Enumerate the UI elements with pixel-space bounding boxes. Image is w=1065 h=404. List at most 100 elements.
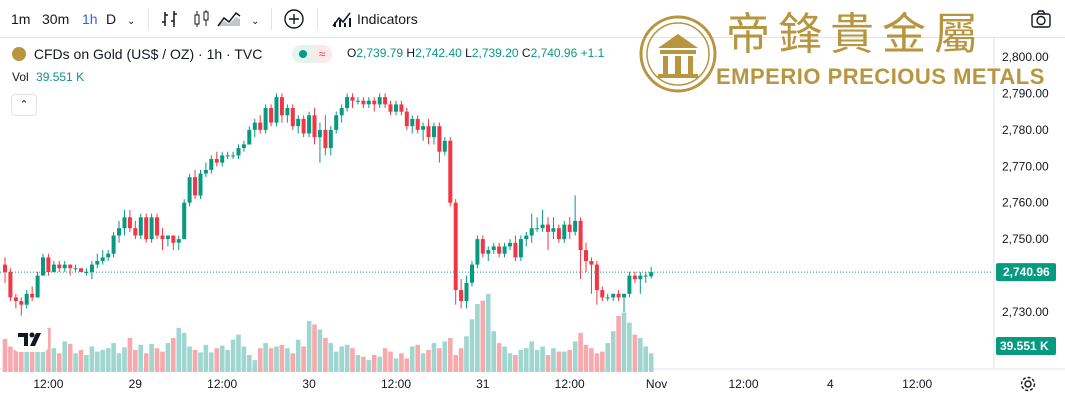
candle-body	[111, 235, 116, 254]
candle-body	[567, 224, 572, 232]
chevron-down-icon[interactable]: ⌄	[127, 16, 136, 27]
candle-body	[383, 97, 388, 105]
volume-bar	[339, 346, 344, 372]
candle-body	[453, 202, 458, 291]
volume-bar	[51, 348, 57, 372]
price-tick-label: 2,770.00	[1002, 159, 1049, 173]
volume-bar	[138, 344, 143, 372]
price-chart[interactable]: 2,730.002,740.002,750.002,760.002,770.00…	[0, 38, 1065, 404]
candle-body	[442, 140, 447, 152]
interval-1m-button[interactable]: 1m	[11, 11, 31, 27]
chevron-down-icon[interactable]: ⌄	[251, 16, 260, 27]
candle-body	[236, 148, 241, 156]
volume-value: 39.551 K	[36, 70, 85, 84]
interval-30m-button[interactable]: 30m	[42, 11, 70, 27]
candle-body	[57, 264, 62, 269]
interval-1h-button[interactable]: 1h	[82, 11, 98, 27]
add-plus-icon[interactable]	[283, 8, 305, 30]
volume-bar	[279, 344, 285, 372]
candle-body	[497, 246, 502, 254]
candle-body	[432, 126, 436, 138]
candle-body	[480, 239, 485, 254]
candle-body	[323, 129, 328, 149]
volume-bar	[589, 348, 594, 372]
candle-body	[241, 144, 246, 148]
candle-body	[605, 297, 610, 299]
volume-bar	[366, 360, 372, 372]
candle-body	[13, 297, 18, 301]
ohlc-values: O2,739.79 H2,742.40 L2,739.20 C2,740.96 …	[347, 46, 604, 60]
candle-body	[160, 235, 165, 240]
volume-bar	[241, 346, 247, 372]
candle-body	[100, 257, 105, 261]
wave-icon: ≈	[312, 45, 332, 63]
candle-body	[508, 242, 512, 247]
candle-body	[627, 275, 632, 294]
candle-body	[46, 257, 51, 272]
volume-bar	[415, 344, 420, 372]
interval-d-button[interactable]: D	[106, 11, 117, 27]
volume-bar	[567, 349, 572, 372]
candle-body	[176, 239, 181, 243]
candle-body	[524, 235, 529, 240]
settings-gear-icon[interactable]	[1019, 375, 1037, 393]
candle-body	[464, 282, 469, 302]
candle-body	[73, 268, 78, 270]
candle-body	[187, 177, 192, 203]
candle-body	[231, 155, 236, 157]
camera-icon[interactable]	[1030, 8, 1052, 30]
volume-bar	[545, 355, 551, 372]
volume-bar	[127, 338, 133, 372]
candle-body	[263, 108, 268, 130]
volume-bar	[225, 349, 230, 372]
low-label: L	[465, 46, 472, 60]
collapse-legend-button[interactable]: ⌃	[11, 94, 37, 116]
volume-bar	[122, 347, 127, 372]
volume-bar	[306, 321, 312, 372]
volume-bar	[209, 352, 214, 372]
volume-bar	[475, 304, 480, 372]
candle-body	[84, 271, 89, 273]
candle-body	[133, 228, 138, 236]
symbol-title[interactable]: CFDs on Gold (US$ / OZ) · 1h · TVC	[33, 46, 263, 62]
candle-body	[214, 159, 219, 163]
logo-english-text: EMPERIO PRECIOUS METALS	[716, 64, 1045, 89]
candle-body	[252, 122, 257, 130]
time-tick-label: 12:00	[728, 377, 758, 391]
candle-body	[24, 293, 29, 305]
current-volume-label-bg	[996, 337, 1056, 355]
indicators-icon[interactable]	[331, 9, 353, 29]
current-volume-label: 39.551 K	[1000, 339, 1049, 353]
volume-bar	[268, 348, 274, 372]
candle-body	[8, 271, 13, 298]
indicators-button[interactable]: Indicators	[357, 11, 418, 27]
candle-body	[600, 290, 605, 298]
toolbar: 1m 30m 1h D ⌄ ⌄ Indicators	[0, 0, 1065, 38]
volume-bar	[583, 344, 589, 372]
candle-body	[410, 118, 415, 127]
volume-bar	[648, 353, 654, 372]
candle-body	[448, 140, 453, 203]
volume-bar	[100, 349, 105, 372]
volume-bar	[404, 358, 410, 372]
volume-bar	[616, 315, 621, 372]
candle-body	[301, 118, 306, 134]
area-chart-icon[interactable]	[216, 9, 242, 29]
market-status-badge[interactable]: ≈	[292, 45, 332, 63]
candle-body	[426, 126, 431, 138]
candle-body	[643, 275, 648, 277]
volume-bar	[247, 355, 252, 372]
change-value: +1.1	[580, 46, 605, 60]
volume-bar	[486, 293, 491, 372]
tradingview-logo[interactable]	[14, 326, 48, 352]
volume-bar	[361, 356, 366, 372]
volume-bar	[431, 343, 437, 372]
volume-bar	[295, 339, 301, 372]
volume-bar	[496, 343, 502, 372]
price-tick-label: 2,730.00	[1002, 305, 1049, 319]
candle-body	[198, 173, 203, 196]
candles-icon[interactable]	[192, 9, 212, 29]
logo-chinese-text: 帝鋒貴金屬	[726, 9, 986, 60]
bar-chart-icon[interactable]	[160, 9, 180, 29]
volume-bar	[301, 346, 306, 372]
